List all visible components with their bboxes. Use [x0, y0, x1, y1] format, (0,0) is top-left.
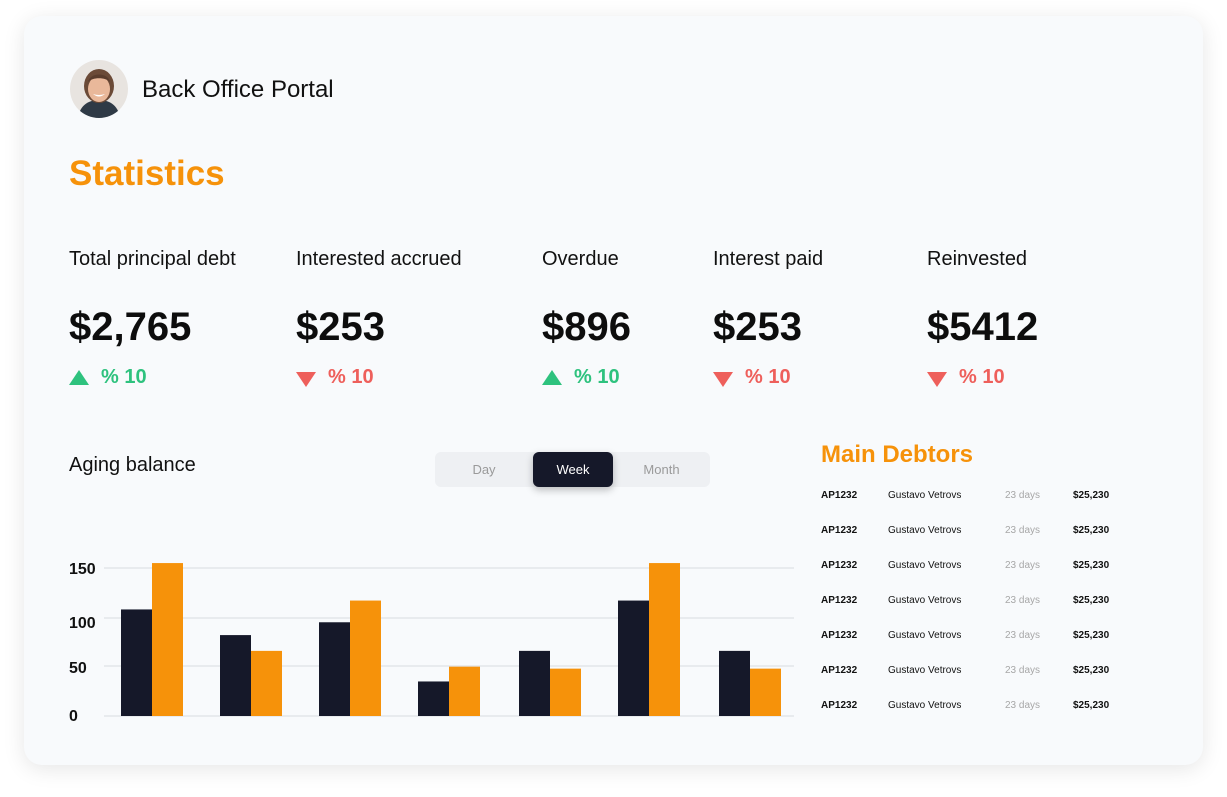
- debtor-id: AP1232: [821, 700, 858, 711]
- stat-interest-paid: Interest paid $253 % 10: [713, 248, 823, 389]
- debtor-days: 23 days: [1005, 595, 1041, 606]
- bar-series-2-2: [251, 650, 282, 716]
- stat-label: Total principal debt: [69, 248, 236, 270]
- bar-series-2-4: [449, 666, 480, 716]
- stat-reinvested: Reinvested $5412 % 10: [927, 248, 1038, 389]
- debtor-days: 23 days: [1005, 525, 1041, 536]
- debtor-amount: $25,230: [1073, 595, 1110, 606]
- y-tick-label: 0: [69, 708, 78, 721]
- stat-value: $5412: [927, 305, 1039, 349]
- bar-series-2-5: [550, 668, 581, 716]
- debtor-row[interactable]: AP1232 Gustavo Vetrovs 23 days $25,230: [821, 595, 1141, 615]
- stat-total-principal-debt: Total principal debt $2,765 % 10: [69, 248, 236, 389]
- stat-label: Overdue: [542, 248, 619, 270]
- debtor-name: Gustavo Vetrovs: [888, 525, 962, 536]
- arrow-down-icon: [296, 372, 316, 387]
- debtor-name: Gustavo Vetrovs: [888, 560, 962, 571]
- stat-change-value: % 10: [745, 366, 791, 388]
- period-toggle: Day Week Month: [435, 452, 710, 487]
- debtor-amount: $25,230: [1073, 560, 1110, 571]
- stat-change-value: % 10: [959, 366, 1005, 388]
- debtor-row[interactable]: AP1232 Gustavo Vetrovs 23 days $25,230: [821, 525, 1141, 545]
- avatar[interactable]: [70, 60, 128, 118]
- bar-series-1-2: [220, 635, 251, 716]
- stat-value: $253: [296, 305, 385, 349]
- debtor-amount: $25,230: [1073, 525, 1110, 536]
- bar-series-1-3: [319, 622, 350, 716]
- bar-series-2-6: [649, 563, 680, 716]
- debtor-name: Gustavo Vetrovs: [888, 665, 962, 676]
- bar-series-1-6: [618, 600, 649, 716]
- stat-change: % 10: [296, 366, 462, 389]
- debtor-amount: $25,230: [1073, 630, 1110, 641]
- debtor-days: 23 days: [1005, 490, 1041, 501]
- stat-label: Interest paid: [713, 248, 824, 270]
- debtor-id: AP1232: [821, 490, 858, 501]
- debtor-id: AP1232: [821, 525, 858, 536]
- stat-value: $253: [713, 305, 802, 349]
- dashboard-card: Back Office Portal Statistics Total prin…: [24, 16, 1203, 765]
- debtor-name: Gustavo Vetrovs: [888, 630, 962, 641]
- arrow-down-icon: [713, 372, 733, 387]
- arrow-up-icon: [69, 370, 89, 385]
- debtor-days: 23 days: [1005, 665, 1041, 676]
- debtor-id: AP1232: [821, 665, 858, 676]
- portal-title: Back Office Portal: [142, 76, 334, 103]
- arrow-down-icon: [927, 372, 947, 387]
- aging-balance-chart: 150 100 50 0: [69, 561, 794, 721]
- stat-change: % 10: [713, 366, 823, 389]
- stat-interested-accrued: Interested accrued $253 % 10: [296, 248, 462, 389]
- stat-change: % 10: [69, 366, 236, 389]
- debtor-row[interactable]: AP1232 Gustavo Vetrovs 23 days $25,230: [821, 560, 1141, 580]
- toggle-day[interactable]: Day: [472, 462, 496, 477]
- chart-title: Aging balance: [69, 454, 196, 476]
- toggle-month[interactable]: Month: [643, 462, 680, 477]
- stat-change: % 10: [542, 366, 631, 389]
- debtor-row[interactable]: AP1232 Gustavo Vetrovs 23 days $25,230: [821, 700, 1141, 720]
- debtor-row[interactable]: AP1232 Gustavo Vetrovs 23 days $25,230: [821, 665, 1141, 685]
- bar-series-1-1: [121, 609, 152, 716]
- debtor-amount: $25,230: [1073, 700, 1110, 711]
- debtor-id: AP1232: [821, 630, 858, 641]
- main-debtors-title: Main Debtors: [821, 441, 974, 468]
- stat-change-value: % 10: [328, 366, 374, 388]
- bar-series-2-1: [152, 563, 183, 716]
- stat-change-value: % 10: [574, 366, 620, 388]
- stat-value: $896: [542, 305, 631, 349]
- page-title: Statistics: [69, 154, 225, 193]
- bar-series-1-4: [418, 681, 449, 716]
- debtor-name: Gustavo Vetrovs: [888, 700, 962, 711]
- y-tick-label: 100: [69, 615, 96, 632]
- bar-series-1-5: [519, 650, 550, 716]
- debtor-amount: $25,230: [1073, 490, 1110, 501]
- stat-overdue: Overdue $896 % 10: [542, 248, 631, 389]
- stat-label: Reinvested: [927, 248, 1028, 270]
- stat-value: $2,765: [69, 305, 192, 349]
- stat-label: Interested accrued: [296, 248, 462, 270]
- debtor-days: 23 days: [1005, 700, 1041, 711]
- debtor-days: 23 days: [1005, 630, 1041, 641]
- arrow-up-icon: [542, 370, 562, 385]
- debtor-days: 23 days: [1005, 560, 1041, 571]
- y-tick-label: 150: [69, 561, 96, 578]
- y-tick-label: 50: [69, 660, 87, 677]
- debtor-row[interactable]: AP1232 Gustavo Vetrovs 23 days $25,230: [821, 630, 1141, 650]
- bar-series-2-3: [350, 600, 381, 716]
- stat-change-value: % 10: [101, 366, 147, 388]
- debtor-row[interactable]: AP1232 Gustavo Vetrovs 23 days $25,230: [821, 490, 1141, 510]
- bar-series-2-7: [750, 668, 781, 716]
- debtor-id: AP1232: [821, 595, 858, 606]
- stat-change: % 10: [927, 366, 1038, 389]
- toggle-week[interactable]: Week: [533, 452, 613, 487]
- debtor-name: Gustavo Vetrovs: [888, 595, 962, 606]
- debtor-name: Gustavo Vetrovs: [888, 490, 962, 501]
- debtor-amount: $25,230: [1073, 665, 1110, 676]
- bar-series-1-7: [719, 650, 750, 716]
- debtor-id: AP1232: [821, 560, 858, 571]
